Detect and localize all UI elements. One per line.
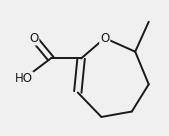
Text: O: O — [29, 32, 38, 45]
Text: O: O — [100, 32, 109, 45]
Text: HO: HO — [15, 72, 33, 85]
